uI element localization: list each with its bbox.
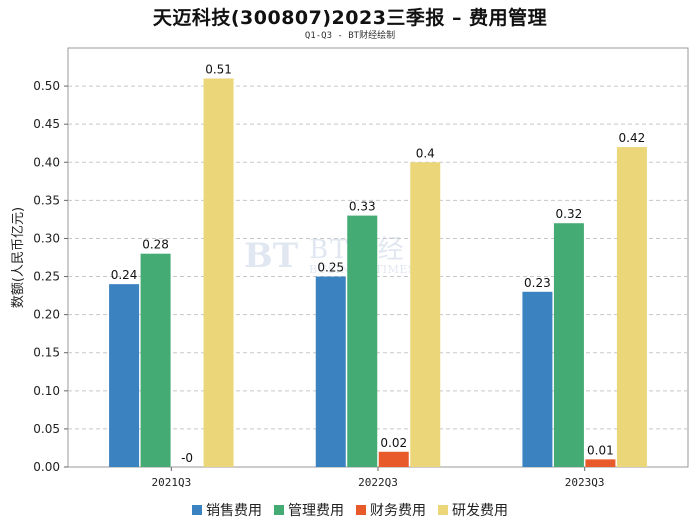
legend-swatch [438, 505, 448, 515]
data-label: 0.23 [524, 276, 551, 290]
y-tick-label: 0.05 [33, 422, 60, 436]
bar [585, 459, 616, 467]
data-label: 0.42 [619, 131, 646, 145]
bar [410, 162, 441, 468]
legend-label: 财务费用 [370, 503, 426, 519]
data-label: 0.51 [205, 62, 232, 76]
y-tick-label: 0.30 [33, 231, 60, 245]
bar [378, 451, 409, 467]
y-axis-label: 数额(人民币亿元) [11, 207, 26, 308]
data-label: 0.33 [349, 200, 376, 214]
y-tick-label: 0.15 [33, 346, 60, 360]
y-tick-label: 0.10 [33, 384, 60, 398]
legend-item: 销售费用 [192, 500, 262, 520]
legend-swatch [274, 505, 284, 515]
bar [315, 276, 346, 467]
data-label: 0.32 [556, 207, 583, 221]
bar [347, 215, 378, 467]
data-label: 0.4 [416, 146, 435, 160]
legend-swatch [192, 505, 202, 515]
bar [522, 291, 553, 467]
y-tick-label: 0.25 [33, 270, 60, 284]
x-tick-label: 2022Q3 [358, 476, 398, 489]
y-tick-label: 0.00 [33, 460, 60, 474]
bar [616, 147, 647, 467]
data-label: -0 [181, 451, 193, 465]
bar [203, 78, 234, 468]
bar [109, 284, 140, 467]
bar [553, 223, 584, 467]
legend-swatch [356, 505, 366, 515]
legend-item: 研发费用 [438, 500, 508, 520]
y-tick-label: 0.20 [33, 308, 60, 322]
legend-item: 管理费用 [274, 500, 344, 520]
y-tick-label: 0.35 [33, 193, 60, 207]
legend-label: 研发费用 [452, 503, 508, 519]
legend-label: 管理费用 [288, 503, 344, 519]
data-label: 0.25 [317, 261, 344, 275]
bar [140, 253, 171, 467]
data-label: 0.01 [587, 443, 614, 457]
chart-plot: 0.00 0.05 0.10 0.15 0.20 0.25 0.30 0.35 0.40 0.45… [11, 47, 689, 489]
chart-title: 天迈科技(300807)2023三季报 – 费用管理 [152, 7, 548, 29]
data-label: 0.24 [111, 268, 138, 282]
chart-subtitle: Q1-Q3 - BT财经绘制 [304, 31, 396, 41]
x-tick-label: 2021Q3 [151, 476, 191, 489]
legend-item: 财务费用 [356, 500, 426, 520]
data-label: 0.28 [142, 238, 169, 252]
legend-label: 销售费用 [206, 503, 262, 519]
data-label: 0.02 [380, 436, 407, 450]
chart-legend: 销售费用 管理费用 财务费用 研发费用 [0, 500, 700, 520]
y-tick-label: 0.45 [33, 117, 60, 131]
y-tick-label: 0.50 [33, 79, 60, 93]
y-tick-label: 0.40 [33, 155, 60, 169]
x-tick-label: 2023Q3 [565, 476, 605, 489]
